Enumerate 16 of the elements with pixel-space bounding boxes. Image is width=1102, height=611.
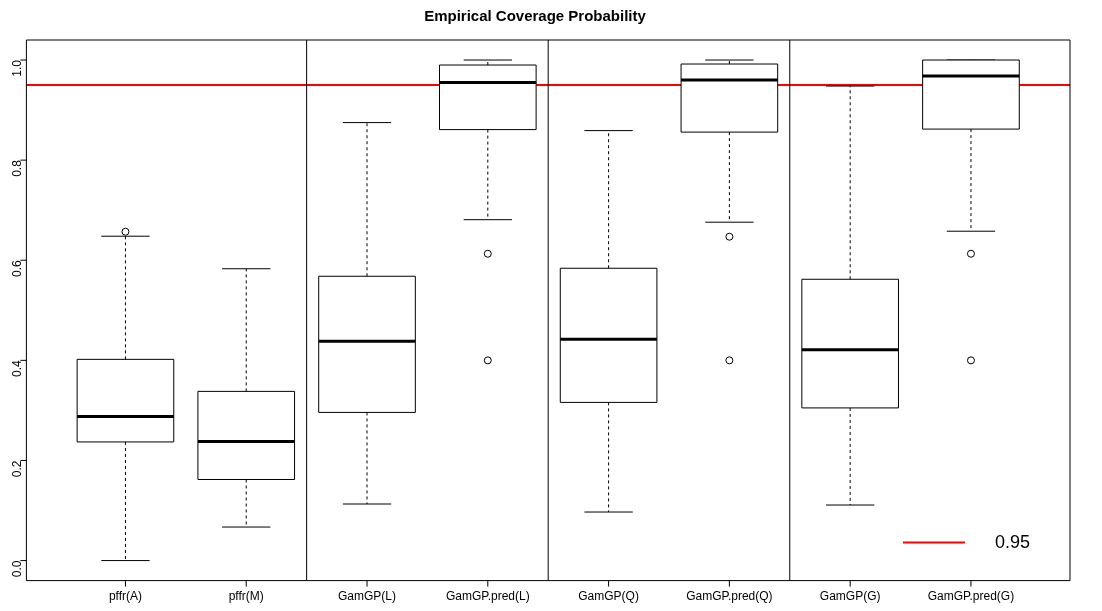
- legend-label: 0.95: [994, 531, 1031, 552]
- x-tick-label: GamGP(L): [338, 589, 397, 604]
- chart-title: Empirical Coverage Probability: [424, 7, 647, 25]
- x-tick-label: GamGP(G): [819, 589, 881, 604]
- y-tick-label: 0.0: [9, 560, 24, 578]
- x-tick-label: GamGP(Q): [578, 589, 639, 604]
- y-tick-label: 1.0: [9, 59, 24, 77]
- x-tick-label: GamGP.pred(Q): [686, 589, 773, 604]
- x-tick-label: pffr(A): [108, 589, 143, 604]
- x-tick-label: GamGP.pred(L): [445, 589, 530, 604]
- y-tick-label: 0.4: [9, 360, 24, 378]
- y-tick-label: 0.8: [9, 159, 24, 177]
- x-tick-label: GamGP.pred(G): [927, 589, 1015, 604]
- y-tick-label: 0.6: [9, 259, 24, 277]
- y-tick-label: 0.2: [9, 460, 24, 478]
- x-tick-label: pffr(M): [228, 589, 264, 604]
